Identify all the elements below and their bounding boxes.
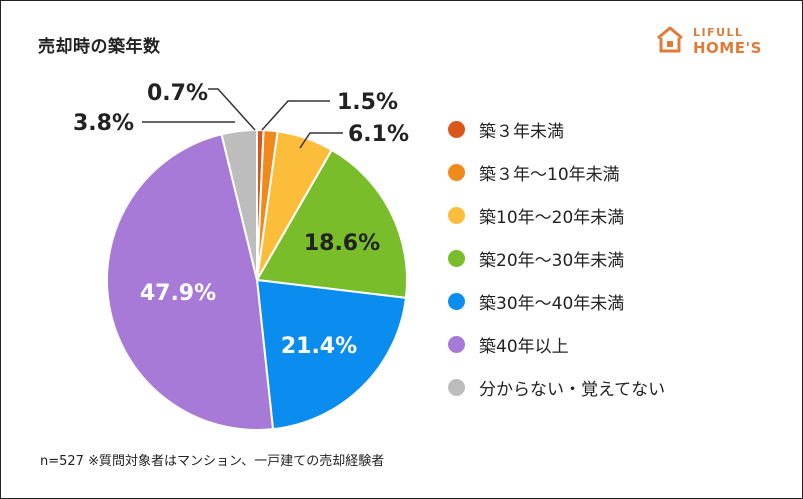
- pie-slice: [220, 128, 258, 281]
- legend-swatch: [448, 121, 465, 138]
- data-label: 3.8%: [73, 111, 134, 136]
- legend-label: 築３年～10年未満: [479, 165, 620, 185]
- pie-slices: [106, 128, 408, 431]
- legend-label: 築30年～40年未満: [479, 294, 625, 314]
- legend-item: 分からない・覚えてない: [448, 366, 665, 409]
- legend-item: 築３年～10年未満: [448, 151, 665, 194]
- sample-note: n=527 ※質問対象者はマンション、一戸建ての売却経験者: [40, 454, 385, 469]
- legend-label: 築20年～30年未満: [479, 251, 625, 271]
- pie-data-labels: 0.7% 1.5% 6.1% 18.6% 21.4% 47.9% 3.8%: [73, 81, 409, 359]
- leader-line: [261, 100, 330, 131]
- legend-item: 築10年～20年未満: [448, 194, 665, 237]
- lifull-homes-logo: LIFULL HOME'S: [655, 24, 780, 60]
- legend-label: 築10年～20年未満: [479, 208, 625, 228]
- data-label: 1.5%: [337, 90, 398, 115]
- house-logo-icon: [657, 26, 683, 53]
- legend-label: 築３年未満: [479, 122, 564, 142]
- logo-text-big: HOME'S: [693, 39, 762, 57]
- legend-swatch: [448, 379, 465, 396]
- pie-leader-lines: [142, 88, 343, 149]
- pie-slice: [255, 278, 408, 431]
- data-label: 21.4%: [281, 334, 357, 359]
- data-label: 47.9%: [140, 281, 216, 306]
- data-label: 18.6%: [304, 231, 380, 256]
- legend-swatch: [448, 207, 465, 224]
- pie-slice: [106, 133, 275, 431]
- legend-swatch: [448, 250, 465, 267]
- legend-item: 築20年～30年未満: [448, 237, 665, 280]
- chart-title: 売却時の築年数: [38, 37, 161, 57]
- data-label: 0.7%: [147, 81, 208, 106]
- legend-swatch: [448, 336, 465, 353]
- legend-item: 築３年未満: [448, 108, 665, 151]
- leader-line: [208, 88, 256, 131]
- legend-swatch: [448, 164, 465, 181]
- chart-legend: 築３年未満築３年～10年未満 築10年～20年未満 築20年～30年未満 築30年～4…: [448, 108, 665, 409]
- data-label: 6.1%: [348, 122, 409, 147]
- pie-slice: [255, 148, 408, 299]
- legend-label: 築40年以上: [479, 337, 569, 357]
- legend-item: 築30年～40年未満: [448, 280, 665, 323]
- logo-text-small: LIFULL: [693, 26, 744, 39]
- legend-label: 分からない・覚えてない: [479, 380, 666, 400]
- legend-swatch: [448, 293, 465, 310]
- leader-line: [299, 132, 343, 149]
- legend-item: 築40年以上: [448, 323, 665, 366]
